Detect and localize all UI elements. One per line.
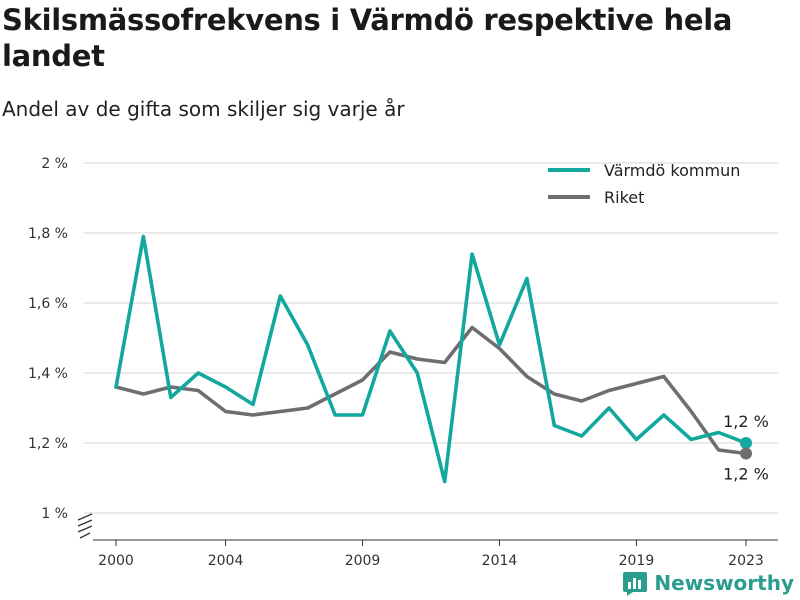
x-tick-label: 2009 bbox=[345, 553, 381, 569]
y-tick-label: 1 % bbox=[41, 506, 68, 522]
y-axis-ticks: 1 % 1,2 % 1,4 % 1,6 % 1,8 % 2 % bbox=[28, 156, 68, 522]
legend-label-varmdo: Värmdö kommun bbox=[604, 161, 740, 180]
legend-label-riket: Riket bbox=[604, 188, 644, 207]
series-end-markers bbox=[740, 437, 752, 460]
x-tick-label: 2019 bbox=[619, 553, 655, 569]
newsworthy-logo: Newsworthy bbox=[622, 570, 794, 596]
y-tick-label: 1,4 % bbox=[28, 366, 68, 382]
chart-title: Skilsmässofrekvens i Värmdö respektive h… bbox=[2, 3, 733, 73]
series-lines bbox=[114, 234, 748, 484]
x-tick-label: 2014 bbox=[482, 553, 518, 569]
end-label-riket: 1,2 % bbox=[723, 465, 769, 484]
x-tick-label: 2004 bbox=[208, 553, 244, 569]
brand-name: Newsworthy bbox=[654, 571, 794, 595]
y-tick-label: 2 % bbox=[41, 156, 68, 172]
x-axis bbox=[77, 513, 778, 541]
end-label-varmdo: 1,2 % bbox=[723, 412, 769, 431]
axis-break-icon bbox=[77, 513, 93, 539]
series-line-varmdo bbox=[114, 234, 748, 484]
y-tick-label: 1,8 % bbox=[28, 226, 68, 242]
gridlines bbox=[84, 162, 778, 514]
chart-subtitle: Andel av de gifta som skiljer sig varje … bbox=[2, 97, 405, 121]
end-marker-varmdo bbox=[740, 437, 752, 449]
y-tick-label: 1,6 % bbox=[28, 296, 68, 312]
x-tick-label: 2000 bbox=[98, 553, 134, 569]
x-axis-ticks: 2000 2004 2009 2014 2019 2023 bbox=[98, 540, 764, 569]
legend: Värmdö kommun Riket bbox=[548, 161, 740, 207]
series-line-riket bbox=[114, 325, 748, 456]
newsworthy-icon bbox=[623, 572, 648, 596]
y-tick-label: 1,2 % bbox=[28, 436, 68, 452]
end-marker-riket bbox=[740, 447, 752, 460]
x-tick-label: 2023 bbox=[728, 553, 764, 569]
